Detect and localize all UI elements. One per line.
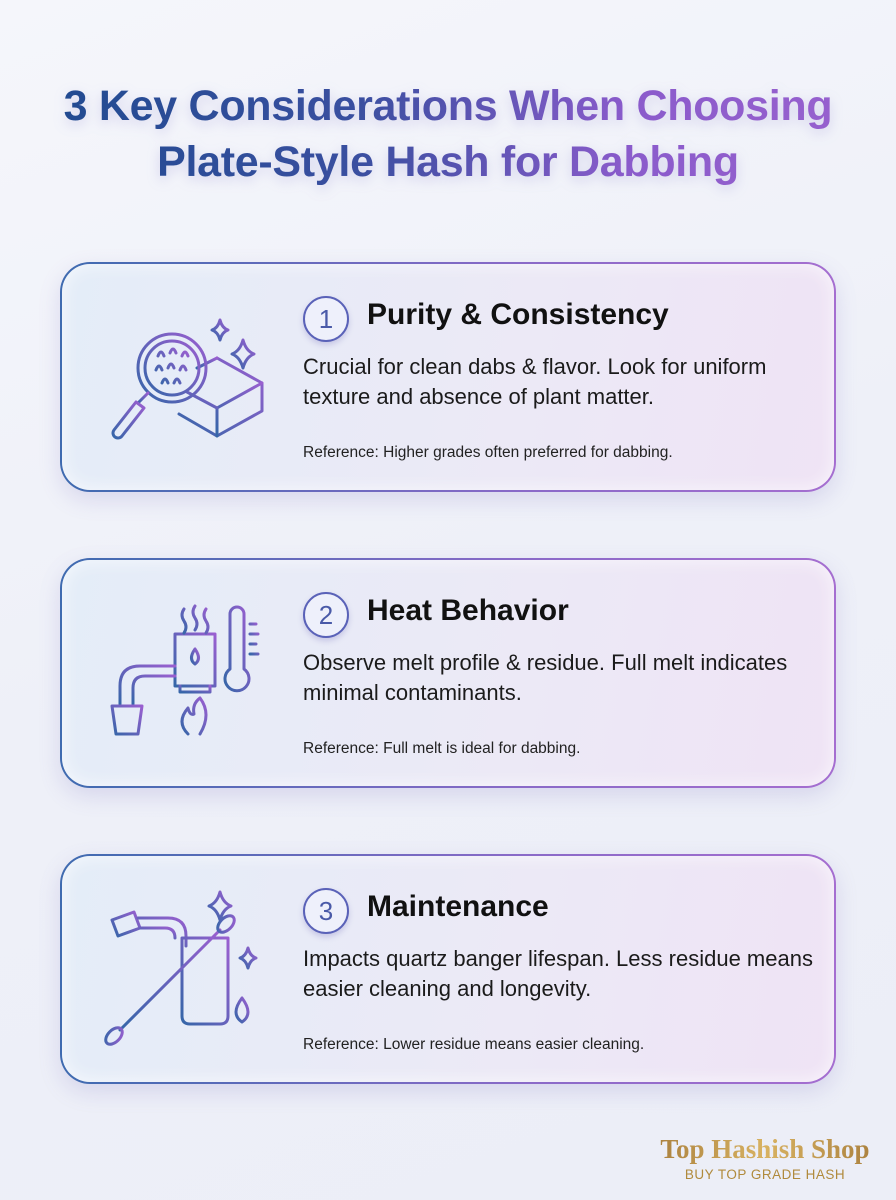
- step-number-badge: 1: [303, 296, 349, 342]
- card-heading: Heat Behavior: [367, 594, 569, 627]
- card-purity: 1 Purity & Consistency Crucial for clean…: [60, 262, 836, 492]
- card-reference: Reference: Full melt is ideal for dabbin…: [303, 740, 581, 757]
- card-reference: Reference: Lower residue means easier cl…: [303, 1036, 645, 1053]
- cotton-swab-cleaning-icon: [104, 890, 258, 1046]
- card-heat-behavior: 2 Heat Behavior Observe melt profile & r…: [60, 558, 836, 788]
- title-line-1: 3 Key Considerations When Choosing: [63, 82, 833, 130]
- banger-thermometer-flame-icon: [110, 604, 260, 736]
- card-heading: Maintenance: [367, 890, 549, 923]
- title-line-2: Plate-Style Hash for Dabbing: [157, 138, 739, 186]
- card-reference: Reference: Higher grades often preferred…: [303, 444, 673, 461]
- card-body: Observe melt profile & residue. Full mel…: [303, 650, 788, 705]
- card-maintenance: 3 Maintenance Impacts quartz banger life…: [60, 854, 836, 1084]
- page-title: 3 Key Considerations When Choosing Plate…: [0, 78, 896, 190]
- brand-logo: Top Hashish Shop BUY TOP GRADE HASH: [640, 1134, 890, 1182]
- card-heading: Purity & Consistency: [367, 298, 669, 331]
- card-body: Impacts quartz banger lifespan. Less res…: [303, 946, 813, 1001]
- step-number-badge: 2: [303, 592, 349, 638]
- brand-name: Top Hashish Shop: [640, 1134, 890, 1165]
- card-body: Crucial for clean dabs & flavor. Look fo…: [303, 354, 767, 409]
- magnifier-hash-block-icon: [111, 318, 264, 440]
- step-number-badge: 3: [303, 888, 349, 934]
- brand-tagline: BUY TOP GRADE HASH: [684, 1167, 846, 1182]
